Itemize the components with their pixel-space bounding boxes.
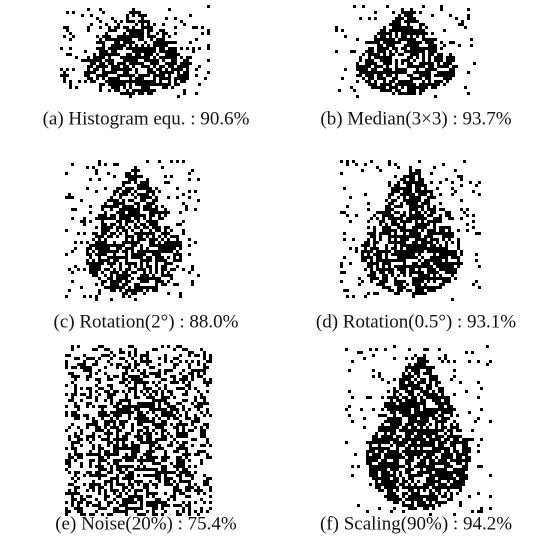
- watermark-image: [60, 5, 210, 98]
- watermark-image: [65, 345, 212, 516]
- image-panels: [60, 5, 492, 516]
- watermark-image: [340, 160, 481, 301]
- watermark-image: [335, 5, 476, 98]
- figure: (a) Histogram equ. : 90.6% (b) Median(3×…: [0, 0, 542, 543]
- caption: (c) Rotation(2°) : 88.0%: [54, 311, 239, 332]
- caption: (e) Noise(20%) : 75.4%: [55, 513, 237, 534]
- caption: (b) Median(3×3) : 93.7%: [320, 108, 511, 129]
- watermark-image: [65, 160, 200, 301]
- caption: (f) Scaling(90%) : 94.2%: [320, 513, 512, 534]
- caption: (d) Rotation(0.5°) : 93.1%: [316, 311, 516, 332]
- caption: (a) Histogram equ. : 90.6%: [43, 108, 250, 129]
- watermark-image: [345, 345, 492, 516]
